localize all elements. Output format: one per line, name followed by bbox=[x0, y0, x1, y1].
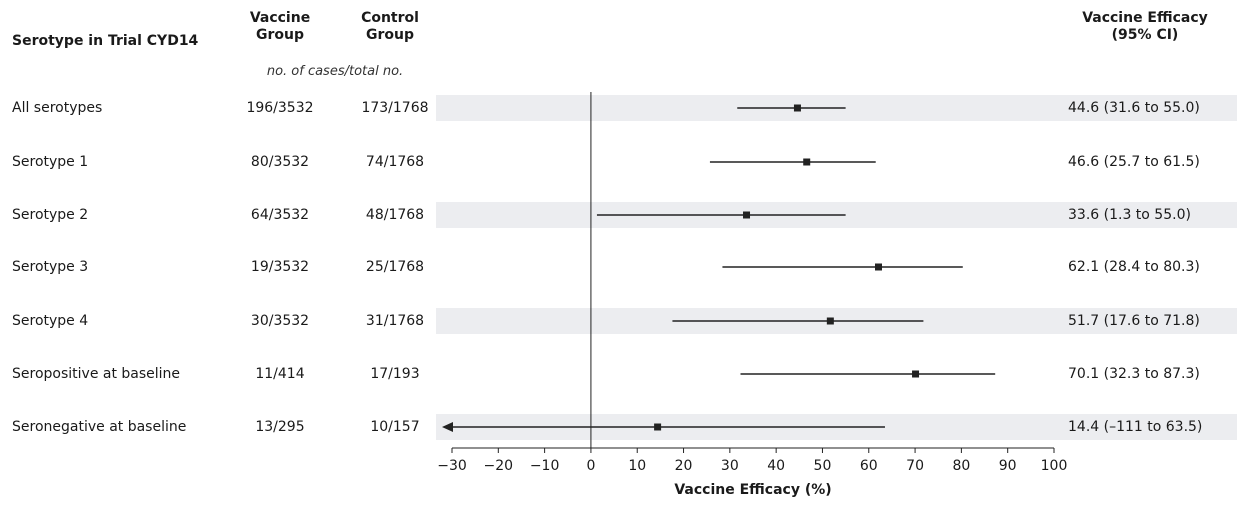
x-tick-label-10: 70 bbox=[906, 458, 924, 474]
row-label-serotype-4: Serotype 4 bbox=[12, 313, 89, 329]
control-header-line1: Control bbox=[361, 10, 419, 26]
control-cases-serotype-4: 31/1768 bbox=[365, 313, 425, 329]
control-cases-seronegative: 10/157 bbox=[370, 419, 420, 435]
control-cases-all-serotypes: 173/1768 bbox=[361, 100, 429, 116]
x-tick-label-9: 60 bbox=[860, 458, 878, 474]
control-header-line2: Group bbox=[365, 27, 414, 43]
efficacy-header-line1: Vaccine Efficacy bbox=[1082, 10, 1208, 26]
row-label-all-serotypes: All serotypes bbox=[12, 100, 103, 116]
row-label-seropositive: Seropositive at baseline bbox=[12, 366, 181, 382]
row-label-serotype-3: Serotype 3 bbox=[12, 259, 89, 275]
vaccine-cases-serotype-2: 64/3532 bbox=[250, 207, 310, 223]
x-tick-label-5: 20 bbox=[675, 458, 693, 474]
estimate-point-row-1 bbox=[803, 158, 811, 166]
efficacy-serotype-4: 51.7 (17.6 to 71.8) bbox=[1068, 313, 1200, 329]
efficacy-serotype-3: 62.1 (28.4 to 80.3) bbox=[1068, 259, 1200, 275]
x-tick-label-8: 50 bbox=[814, 458, 832, 474]
x-tick-label-11: 80 bbox=[952, 458, 970, 474]
efficacy-seropositive: 70.1 (32.3 to 87.3) bbox=[1068, 366, 1200, 382]
vaccine-cases-serotype-4: 30/3532 bbox=[250, 313, 310, 329]
row-label-serotype-2: Serotype 2 bbox=[12, 207, 89, 223]
control-cases-serotype-3: 25/1768 bbox=[365, 259, 425, 275]
efficacy-all-serotypes: 44.6 (31.6 to 55.0) bbox=[1068, 100, 1200, 116]
x-tick-label-4: 10 bbox=[628, 458, 646, 474]
vaccine-cases-all-serotypes: 196/3532 bbox=[246, 100, 314, 116]
ci-arrow-row-6 bbox=[442, 422, 453, 432]
vaccine-cases-seropositive: 11/414 bbox=[255, 366, 305, 382]
x-tick-label-0: −30 bbox=[437, 458, 467, 474]
x-tick-label-6: 30 bbox=[721, 458, 739, 474]
vaccine-header-line1: Vaccine bbox=[249, 10, 311, 26]
x-axis-title: Vaccine Efficacy (%) bbox=[674, 482, 831, 498]
efficacy-header: Vaccine Efficacy (95% CI) bbox=[1060, 10, 1230, 44]
control-cases-serotype-2: 48/1768 bbox=[365, 207, 425, 223]
subgroup-header: Serotype in Trial CYD14 bbox=[12, 33, 199, 49]
efficacy-serotype-1: 46.6 (25.7 to 61.5) bbox=[1068, 154, 1200, 170]
estimate-point-row-6 bbox=[654, 423, 662, 431]
control-cases-serotype-1: 74/1768 bbox=[365, 154, 425, 170]
control-cases-seropositive: 17/193 bbox=[370, 366, 420, 382]
x-tick-label-2: −10 bbox=[530, 458, 560, 474]
vaccine-cases-serotype-3: 19/3532 bbox=[250, 259, 310, 275]
efficacy-serotype-2: 33.6 (1.3 to 55.0) bbox=[1068, 207, 1191, 223]
vaccine-group-header: Vaccine Group bbox=[220, 10, 340, 44]
ci-marks bbox=[442, 104, 996, 432]
estimate-point-row-5 bbox=[912, 370, 920, 378]
x-tick-label-7: 40 bbox=[767, 458, 785, 474]
estimate-point-row-3 bbox=[874, 263, 882, 271]
efficacy-header-line2: (95% CI) bbox=[1111, 27, 1179, 43]
control-group-header: Control Group bbox=[330, 10, 450, 44]
efficacy-seronegative: 14.4 (–111 to 63.5) bbox=[1068, 419, 1203, 435]
estimate-point-row-4 bbox=[826, 317, 834, 325]
x-axis: −30 −20 −10 0 10 20 30 40 50 60 70 80 90 100 bbox=[437, 447, 1068, 474]
x-tick-label-1: −20 bbox=[484, 458, 514, 474]
x-tick-label-3: 0 bbox=[586, 458, 595, 474]
vaccine-cases-seronegative: 13/295 bbox=[255, 419, 305, 435]
vaccine-cases-serotype-1: 80/3532 bbox=[250, 154, 310, 170]
row-label-seronegative: Seronegative at baseline bbox=[12, 419, 187, 435]
estimate-point-row-0 bbox=[793, 104, 801, 112]
x-tick-label-13: 100 bbox=[1041, 458, 1068, 474]
x-tick-label-12: 90 bbox=[999, 458, 1017, 474]
vaccine-header-line2: Group bbox=[255, 27, 304, 43]
row-label-serotype-1: Serotype 1 bbox=[12, 154, 89, 170]
cases-note: no. of cases/total no. bbox=[266, 64, 404, 79]
estimate-point-row-2 bbox=[743, 211, 751, 219]
